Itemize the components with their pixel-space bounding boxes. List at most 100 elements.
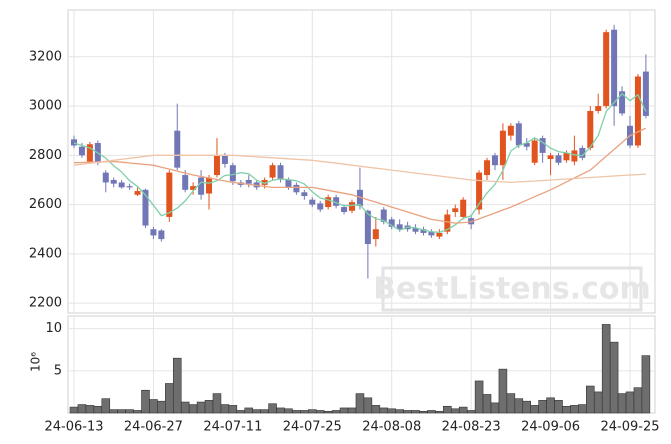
volume-bar xyxy=(244,407,254,414)
volume-bar xyxy=(308,409,317,414)
y-tick-label: 5 xyxy=(54,363,62,378)
candle-body xyxy=(444,214,451,232)
candle-body xyxy=(102,172,109,183)
candle-body xyxy=(388,219,395,227)
candle-body xyxy=(221,155,228,164)
candle-body xyxy=(372,229,379,240)
moving-average-line xyxy=(73,127,647,224)
x-tick-label: 24-06-27 xyxy=(124,420,183,435)
volume-bar xyxy=(482,394,492,414)
candle-body xyxy=(285,179,292,188)
volume-bar xyxy=(538,400,547,414)
candle-body xyxy=(634,76,641,146)
candle-body xyxy=(611,29,618,107)
volume-bar xyxy=(562,405,571,414)
volume-bar xyxy=(458,406,468,414)
candle-body xyxy=(349,202,355,211)
watermark-box xyxy=(381,266,643,312)
volume-bar xyxy=(514,398,524,414)
candle-body xyxy=(507,125,514,136)
candle-body xyxy=(452,208,459,212)
candle-body xyxy=(563,152,570,161)
candle-body xyxy=(86,144,93,162)
candle-body xyxy=(317,203,324,210)
volume-bar xyxy=(188,404,198,414)
volume-bar xyxy=(466,410,476,414)
candle-body xyxy=(341,207,348,212)
x-tick-label: 24-06-13 xyxy=(44,420,103,435)
volume-bar xyxy=(403,410,412,414)
candle-body xyxy=(595,106,602,111)
x-tick-label: 24-08-23 xyxy=(442,420,501,435)
candle-body xyxy=(499,130,506,166)
volume-bar xyxy=(323,411,333,414)
volume-bar xyxy=(149,399,158,414)
volume-bar xyxy=(347,407,357,414)
volume-bar xyxy=(474,380,484,414)
y-tick-label: 2800 xyxy=(29,148,62,163)
candle-body xyxy=(261,179,268,185)
volume-bar xyxy=(69,406,79,414)
moving-average-line xyxy=(73,92,647,234)
volume-bar xyxy=(427,410,436,414)
volume-bar xyxy=(363,397,373,414)
candle-body xyxy=(174,130,181,168)
y-tick-label: 2400 xyxy=(29,246,62,261)
volume-bar xyxy=(133,410,142,414)
candle-body xyxy=(412,228,419,232)
volume-bar xyxy=(196,401,206,414)
candle-body xyxy=(277,165,284,179)
candle-body xyxy=(571,150,578,162)
candle-body xyxy=(364,210,371,245)
volume-bar xyxy=(522,400,532,414)
candle-body xyxy=(380,209,387,222)
volume-bar xyxy=(411,410,420,414)
x-tick-label: 24-07-11 xyxy=(203,420,262,435)
candle-body xyxy=(309,199,316,205)
candle-body xyxy=(198,177,205,195)
watermark: BestListens.com xyxy=(373,272,651,307)
candle-body xyxy=(182,175,189,190)
y-tick-label: 10 xyxy=(45,321,62,336)
volume-bar xyxy=(593,391,603,414)
candle-body xyxy=(213,155,220,176)
y-tick-label: 3000 xyxy=(29,99,62,114)
volume-bar xyxy=(157,400,166,414)
volume-bar xyxy=(315,410,325,414)
candle-body xyxy=(142,189,149,226)
candle-body xyxy=(587,111,594,148)
volume-bar xyxy=(109,409,118,414)
volume-bar xyxy=(586,385,595,414)
volume-bar xyxy=(125,409,134,414)
volume-bar xyxy=(165,383,174,414)
candle-body xyxy=(515,123,522,146)
candle-body xyxy=(333,197,340,206)
candle-body xyxy=(166,172,173,217)
volume-bar xyxy=(141,389,150,414)
volume-bar xyxy=(228,405,238,414)
volume-bar xyxy=(435,411,444,414)
volume-bar xyxy=(578,404,587,414)
candle-body xyxy=(206,177,213,194)
volume-bar xyxy=(204,400,214,414)
volume-bar xyxy=(506,393,516,414)
candle-body xyxy=(603,32,610,107)
candle-body xyxy=(190,186,197,190)
volume-bar xyxy=(252,409,261,414)
candle-body xyxy=(460,199,467,217)
y-axis-label: 10⁶ xyxy=(29,352,43,372)
volume-bar xyxy=(93,405,103,414)
candle-body xyxy=(579,147,586,158)
volume-bar xyxy=(85,405,95,414)
candle-body xyxy=(110,179,117,184)
candle-body xyxy=(126,186,133,188)
volume-bar xyxy=(331,410,341,414)
candle-body xyxy=(245,179,252,184)
x-tick-label: 24-09-25 xyxy=(600,420,659,435)
volume-bar xyxy=(77,404,87,414)
candle-body xyxy=(436,232,443,237)
volume-bar xyxy=(530,405,539,414)
x-tick-label: 24-07-25 xyxy=(283,420,342,435)
volume-bar xyxy=(387,408,396,414)
